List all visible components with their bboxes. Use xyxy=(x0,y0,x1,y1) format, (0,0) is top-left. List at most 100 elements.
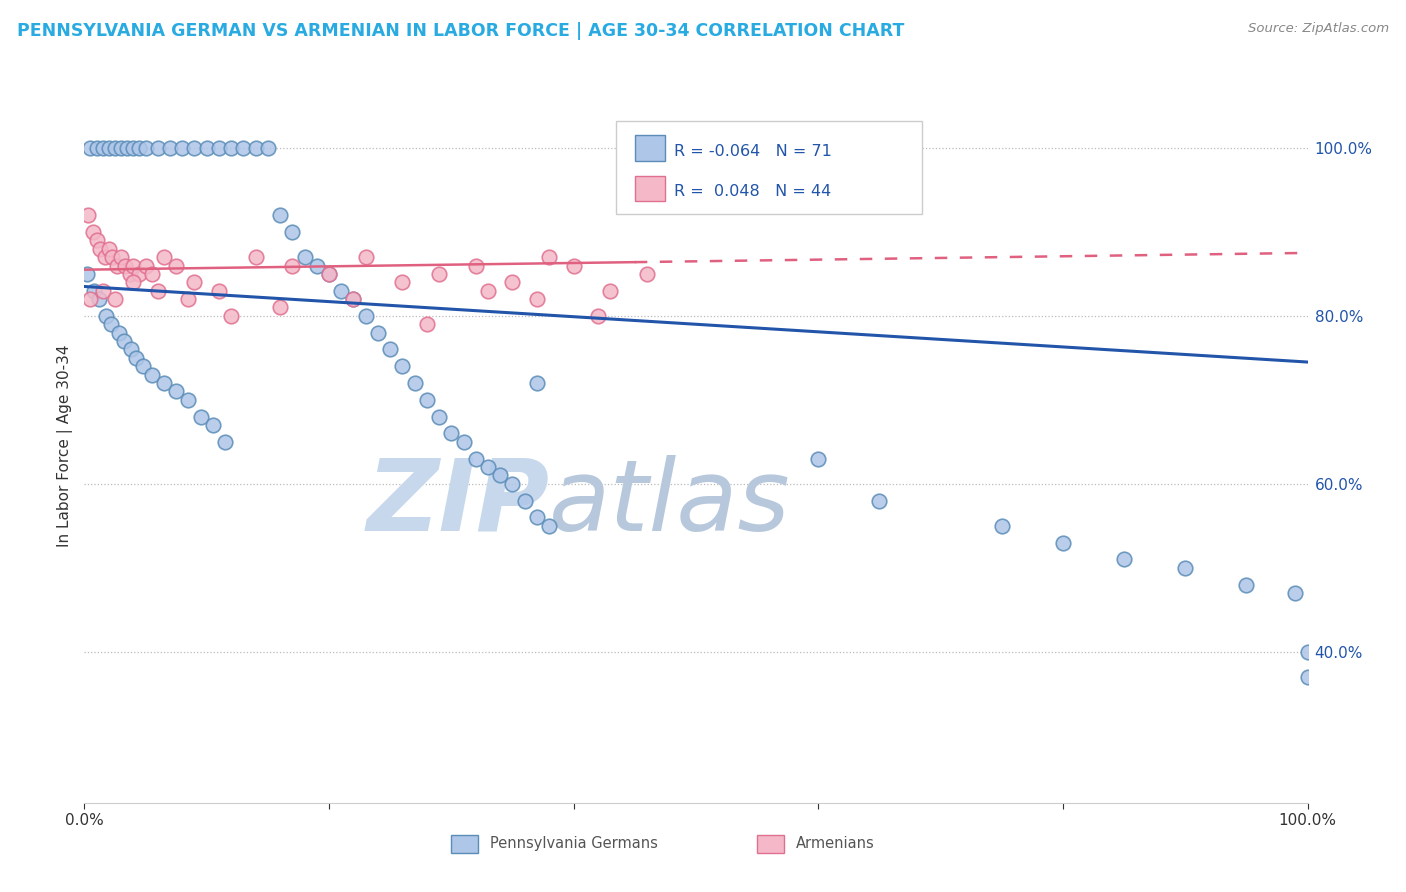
Point xyxy=(1052,535,1074,549)
Point xyxy=(502,476,524,491)
Point xyxy=(97,242,120,256)
Point xyxy=(538,250,561,264)
Point xyxy=(489,468,512,483)
Point xyxy=(97,141,120,155)
Point xyxy=(94,250,117,264)
Point xyxy=(219,309,242,323)
Point xyxy=(208,141,231,155)
Point xyxy=(453,434,475,449)
Point xyxy=(502,275,524,289)
Point xyxy=(330,284,353,298)
Point xyxy=(125,351,148,365)
Point xyxy=(1284,586,1306,600)
Point xyxy=(477,460,499,475)
Point xyxy=(464,451,486,466)
Point xyxy=(110,250,132,264)
Point xyxy=(76,267,98,281)
Point xyxy=(165,259,187,273)
Point xyxy=(305,259,328,273)
Point xyxy=(146,141,169,155)
Point xyxy=(513,493,536,508)
Point xyxy=(91,284,114,298)
Point xyxy=(177,292,200,306)
Point xyxy=(208,284,231,298)
Point xyxy=(110,141,132,155)
Point xyxy=(105,259,128,273)
Point xyxy=(153,376,176,390)
Point xyxy=(1296,645,1319,659)
Point xyxy=(122,259,145,273)
Point xyxy=(118,267,141,281)
Point xyxy=(100,318,122,332)
Point xyxy=(318,267,340,281)
Point xyxy=(318,267,340,281)
FancyBboxPatch shape xyxy=(758,835,785,853)
Point xyxy=(86,233,108,247)
Point xyxy=(214,434,236,449)
Point xyxy=(281,225,304,239)
Point xyxy=(107,326,129,340)
Point xyxy=(122,275,145,289)
Point xyxy=(526,376,548,390)
Point xyxy=(416,318,439,332)
Point xyxy=(120,343,142,357)
Point xyxy=(101,250,124,264)
Text: Source: ZipAtlas.com: Source: ZipAtlas.com xyxy=(1249,22,1389,36)
Point xyxy=(132,359,155,374)
Point xyxy=(586,309,609,323)
Point xyxy=(807,451,830,466)
Point xyxy=(526,510,548,524)
Text: atlas: atlas xyxy=(550,455,790,551)
Point xyxy=(354,309,377,323)
Point xyxy=(122,141,145,155)
FancyBboxPatch shape xyxy=(616,121,922,214)
Point xyxy=(128,267,150,281)
Point xyxy=(201,417,224,432)
Point xyxy=(380,343,402,357)
FancyBboxPatch shape xyxy=(451,835,478,853)
Point xyxy=(440,426,463,441)
Point xyxy=(104,141,127,155)
Y-axis label: In Labor Force | Age 30-34: In Labor Force | Age 30-34 xyxy=(58,344,73,548)
Point xyxy=(89,242,111,256)
Point xyxy=(104,292,127,306)
Point xyxy=(1174,560,1197,574)
Point xyxy=(245,141,267,155)
Point xyxy=(269,208,291,222)
Point xyxy=(172,141,194,155)
Point xyxy=(159,141,181,155)
Point xyxy=(526,292,548,306)
Point xyxy=(232,141,254,155)
Text: ZIP: ZIP xyxy=(366,455,550,551)
Point xyxy=(391,359,413,374)
Point xyxy=(135,141,157,155)
Text: R = -0.064   N = 71: R = -0.064 N = 71 xyxy=(673,144,832,159)
Point xyxy=(427,267,450,281)
Point xyxy=(477,284,499,298)
Point xyxy=(79,292,101,306)
Point xyxy=(82,225,104,239)
Point xyxy=(86,141,108,155)
Point xyxy=(135,259,157,273)
Point xyxy=(128,141,150,155)
Point xyxy=(141,267,163,281)
Point xyxy=(404,376,426,390)
Point xyxy=(562,259,585,273)
Point xyxy=(464,259,486,273)
Point xyxy=(427,409,450,424)
Point xyxy=(141,368,163,382)
Point xyxy=(1114,552,1136,566)
Point xyxy=(165,384,187,399)
Point xyxy=(342,292,364,306)
Point xyxy=(281,259,304,273)
Point xyxy=(153,250,176,264)
Text: R =  0.048   N = 44: R = 0.048 N = 44 xyxy=(673,185,831,200)
Point xyxy=(87,292,110,306)
Point xyxy=(538,518,561,533)
Text: Armenians: Armenians xyxy=(796,836,875,851)
Point xyxy=(79,141,101,155)
Text: PENNSYLVANIA GERMAN VS ARMENIAN IN LABOR FORCE | AGE 30-34 CORRELATION CHART: PENNSYLVANIA GERMAN VS ARMENIAN IN LABOR… xyxy=(17,22,904,40)
Point xyxy=(77,208,100,222)
Point xyxy=(245,250,267,264)
Point xyxy=(195,141,218,155)
